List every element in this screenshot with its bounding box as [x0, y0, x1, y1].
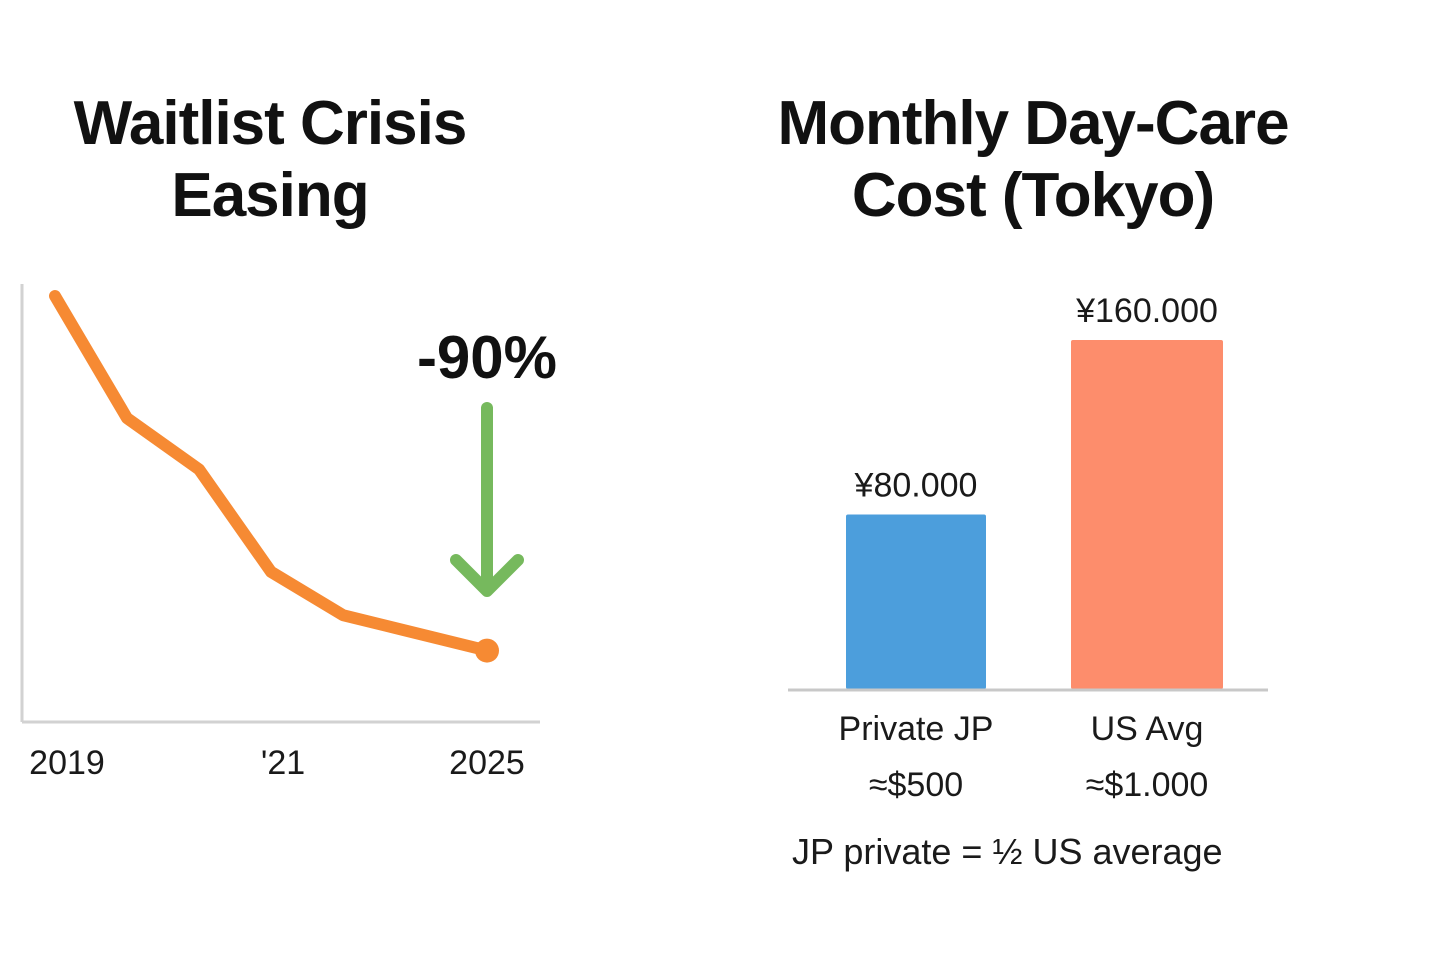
bar-usd-equivalent-label: ≈$1.000	[1086, 766, 1209, 804]
cost-bar	[1071, 340, 1223, 689]
cost-bar	[846, 514, 986, 689]
x-tick-label: 2019	[29, 744, 105, 782]
waitlist-series-line	[49, 290, 493, 657]
bar-value-label: ¥80.000	[854, 467, 978, 505]
bar-usd-equivalent-label: ≈$500	[869, 766, 963, 804]
daycare-cost-panel: Monthly Day-Care Cost (Tokyo) ¥80.000 Pri…	[728, 0, 1456, 971]
cost-comparison-footnote: JP private = ½ US average	[792, 831, 1223, 872]
daycare-cost-chart-title: Monthly Day-Care Cost (Tokyo)	[777, 89, 1289, 230]
waitlist-end-point	[475, 638, 499, 663]
x-tick-label: 2025	[449, 744, 525, 782]
waitlist-line-chart: 2019 '21 2025 -90%	[20, 284, 557, 782]
x-tick-label: '21	[261, 744, 305, 782]
bar-category-label: US Avg	[1091, 710, 1204, 748]
bar-category-label: Private JP	[839, 710, 994, 748]
waitlist-chart-title: Waitlist Crisis Easing	[73, 89, 468, 230]
down-arrow-head	[450, 554, 524, 597]
down-arrow-icon	[450, 402, 524, 597]
daycare-cost-bar-chart: ¥80.000 Private JP ≈$500 ¥160.000 US Avg ≈$1.…	[788, 292, 1268, 804]
bar-value-label: ¥160.000	[1075, 292, 1218, 330]
waitlist-panel: Waitlist Crisis Easing 2019 '21 2025 -90%	[20, 89, 557, 782]
decline-callout-label: -90%	[417, 324, 557, 391]
